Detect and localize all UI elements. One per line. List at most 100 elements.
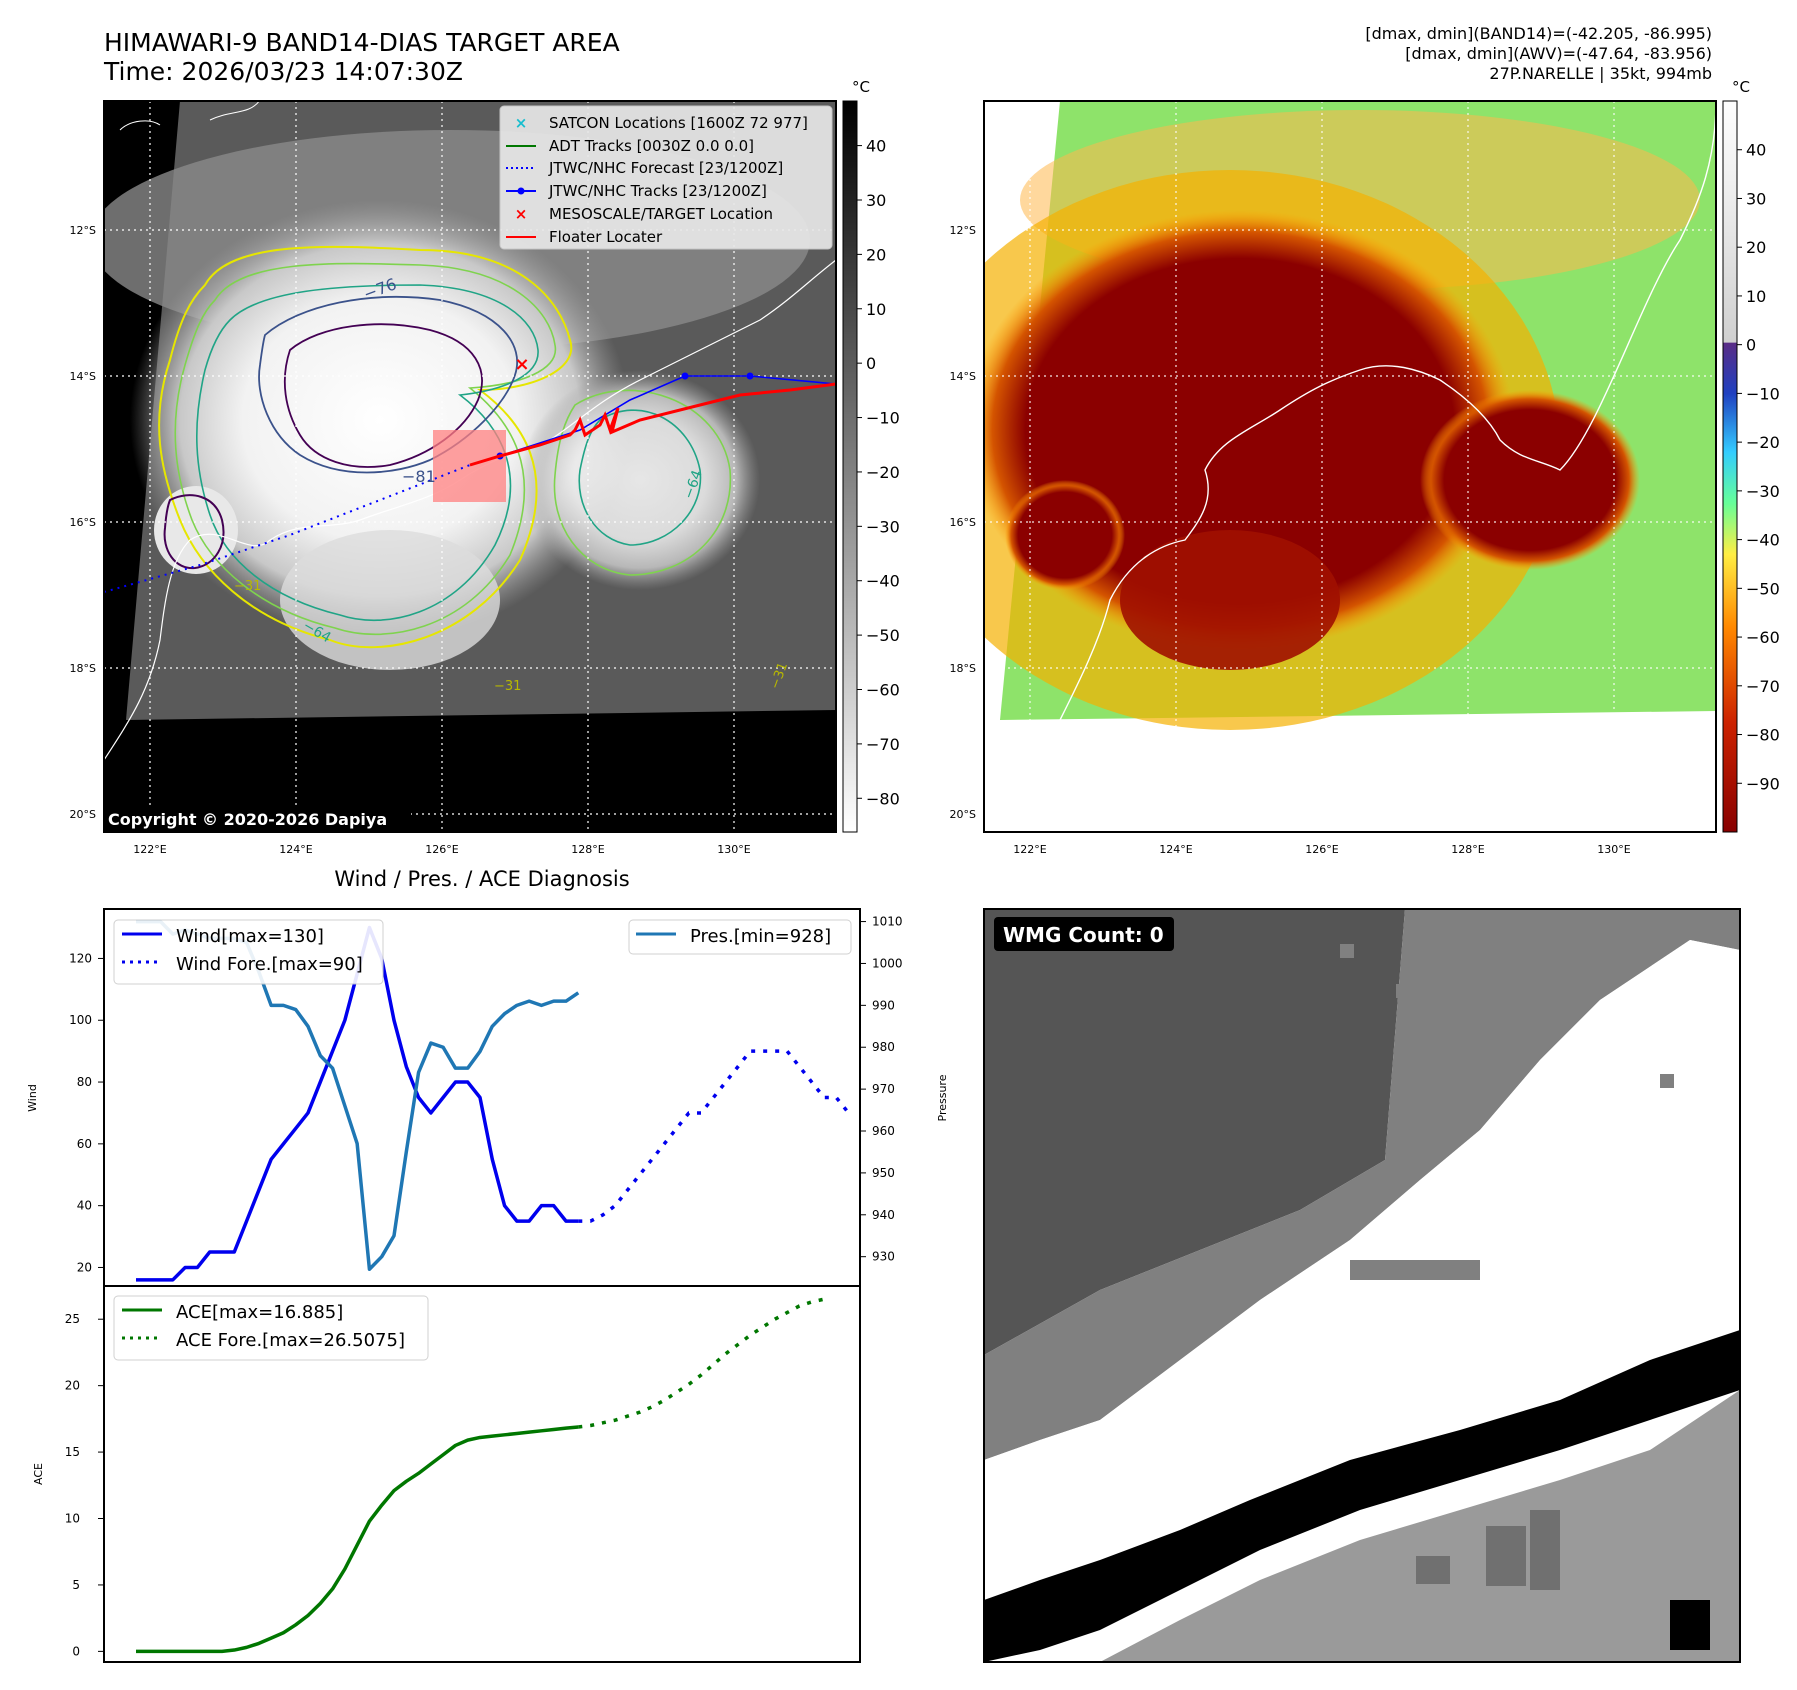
wmg-light-region [1100, 1390, 1740, 1662]
lon-label: 122°E [1013, 843, 1046, 856]
lat-label: 12°S [950, 224, 976, 237]
awv-map-panel [984, 101, 1716, 832]
wind-tick-label: 40 [77, 1199, 92, 1213]
ace-tick-label: 15 [65, 1445, 80, 1459]
pressure-tick-label: 980 [872, 1040, 895, 1054]
mesoscale-target-marker: × [514, 354, 529, 375]
colorbar-tick-label: −30 [1746, 482, 1780, 501]
legend-item-jtwc-tracks: JTWC/NHC Tracks [23/1200Z] [506, 182, 767, 200]
pressure-tick-label: 940 [872, 1208, 895, 1222]
wind-tick-label: 100 [69, 1013, 92, 1027]
ir-coastline [104, 259, 836, 761]
lat-label: 18°S [70, 662, 96, 675]
title-line-1: HIMAWARI-9 BAND14-DIAS TARGET AREA [104, 28, 620, 57]
lon-label: 130°E [1597, 843, 1630, 856]
lon-label: 122°E [133, 843, 166, 856]
colorbar-tick-label: −60 [1746, 628, 1780, 647]
colorbar-tick-label: −80 [1746, 726, 1780, 745]
lon-label: 124°E [1159, 843, 1192, 856]
wind-tick-label: 80 [77, 1075, 92, 1089]
lat-label: 20°S [70, 808, 96, 821]
legend-label: Wind[max=130] [176, 926, 324, 947]
legend-item-jtwc-forecast: JTWC/NHC Forecast [23/1200Z] [506, 159, 783, 177]
pressure-tick-label: 970 [872, 1082, 895, 1096]
wind-forecast-line [578, 1049, 850, 1223]
ir-contour-label-2: −81 [402, 467, 436, 486]
legend-label: Pres.[min=928] [690, 926, 831, 947]
ace-axis-ticks: 25 20 15 10 5 0 [65, 1312, 104, 1658]
colorbar-tick-label: −70 [866, 735, 900, 754]
legend-label: ACE[max=16.885] [176, 1302, 343, 1323]
legend-item-satcon: × SATCON Locations [1600Z 72 977] [515, 114, 808, 132]
ace-chart: 25 20 15 10 5 0 ACE ACE[max=16.885] ACE Fore.… [32, 1285, 861, 1663]
wind-pressure-chart: 120 100 80 60 40 20 1010 1000 990 980 970 960 950 94… [26, 908, 949, 1287]
lon-label: 124°E [279, 843, 312, 856]
lon-label: 128°E [1451, 843, 1484, 856]
ir-contour-label-6: −31 [494, 679, 521, 694]
legend-label: JTWC/NHC Forecast [23/1200Z] [548, 159, 783, 177]
colorbar-tick-label: −20 [1746, 433, 1780, 452]
colorbar-tick-label: 0 [1746, 336, 1756, 355]
ace-tick-label: 20 [65, 1379, 80, 1393]
ir-legend: × SATCON Locations [1600Z 72 977] ADT Tr… [499, 105, 833, 250]
ace-axis-label: ACE [32, 1463, 45, 1485]
colorbar-tick-label: −90 [1746, 774, 1780, 793]
lon-label: 128°E [571, 843, 604, 856]
pressure-tick-label: 990 [872, 998, 895, 1012]
colorbar-tick-label: 10 [1746, 287, 1766, 306]
colorbar-tick-label: −50 [866, 626, 900, 645]
colorbar-tick-label: 30 [866, 191, 886, 210]
legend-item-mesoscale: × MESOSCALE/TARGET Location [515, 205, 773, 223]
satcon-x-icon: × [515, 114, 528, 132]
ir-lon-labels: 122°E 124°E 126°E 128°E 130°E [133, 843, 750, 856]
legend-item-floater: Floater Locater [506, 228, 663, 246]
ace-forecast-line [578, 1297, 825, 1429]
pressure-tick-label: 930 [872, 1250, 895, 1264]
wind-tick-label: 120 [69, 951, 92, 965]
ace-tick-label: 5 [72, 1578, 80, 1592]
lat-label: 14°S [950, 370, 976, 383]
wmg-count-label: WMG Count: 0 [1003, 923, 1164, 947]
lat-label: 16°S [950, 516, 976, 529]
lon-label: 130°E [717, 843, 750, 856]
wind-axis-ticks: 120 100 80 60 40 20 [69, 951, 104, 1274]
colorbar-tick-label: −40 [866, 572, 900, 591]
awv-coastline [1059, 101, 1716, 721]
wind-axis-label: Wind [26, 1084, 39, 1112]
ir-colorbar: °C 40 30 20 10 0 −10 −20 −30 −40 −50 −60 −70 −80 [842, 78, 900, 833]
colorbar-tick-label: −80 [866, 789, 900, 808]
legend-label: Wind Fore.[max=90] [176, 954, 363, 975]
diagnosis-title: Wind / Pres. / ACE Diagnosis [334, 867, 629, 891]
colorbar-tick-label: −40 [1746, 531, 1780, 550]
colorbar-tick-label: 10 [866, 300, 886, 319]
awv-lat-labels: 12°S 14°S 16°S 18°S 20°S [950, 224, 976, 821]
copyright-badge: Copyright © 2020-2026 Dapiya [104, 806, 411, 832]
jtwc-forecast-track [104, 464, 471, 593]
legend-label: ACE Fore.[max=26.5075] [176, 1330, 405, 1351]
colorbar-tick-label: 0 [866, 354, 876, 373]
legend-label: MESOSCALE/TARGET Location [549, 205, 773, 223]
lon-label: 126°E [425, 843, 458, 856]
awv-colorbar: °C 40 30 20 10 0 −10 −20 −30 −40 −50 −60 −70 −80 −90 [1722, 78, 1780, 833]
ace-line [136, 1425, 579, 1654]
pressure-tick-label: 950 [872, 1166, 895, 1180]
colorbar-tick-label: −50 [1746, 579, 1780, 598]
colorbar-tick-label: −20 [866, 463, 900, 482]
lat-label: 20°S [950, 808, 976, 821]
wind-tick-label: 60 [77, 1137, 92, 1151]
copyright-text: Copyright © 2020-2026 Dapiya [108, 810, 387, 829]
colorbar-tick-label: 30 [1746, 189, 1766, 208]
wmg-dark-region [984, 909, 1405, 1355]
colorbar-tick-label: −60 [866, 680, 900, 699]
colorbar-tick-label: 20 [866, 245, 886, 264]
lat-label: 16°S [70, 516, 96, 529]
lat-label: 12°S [70, 224, 96, 237]
ace-series [136, 1297, 825, 1654]
wind-tick-label: 20 [77, 1260, 92, 1274]
awv-colorbar-unit: °C [1732, 78, 1750, 96]
awv-colorbar-ticks: 40 30 20 10 0 −10 −20 −30 −40 −50 −60 −70 −80 −90 [1737, 141, 1780, 793]
ir-contour-label-5: −31 [234, 579, 261, 594]
colorbar-tick-label: −30 [866, 517, 900, 536]
legend-label: Floater Locater [549, 228, 663, 246]
